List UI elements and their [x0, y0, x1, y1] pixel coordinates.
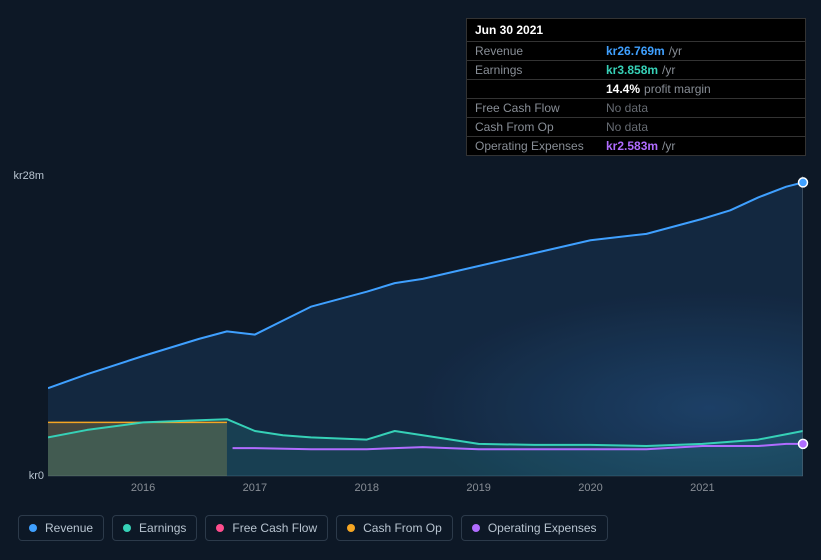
- y-tick-label: kr28m: [13, 170, 44, 182]
- legend-item-label: Free Cash Flow: [232, 521, 317, 535]
- x-tick-label: 2017: [243, 482, 267, 494]
- legend-item-label: Operating Expenses: [488, 521, 597, 535]
- legend-item-label: Earnings: [139, 521, 186, 535]
- legend-swatch-icon: [29, 524, 37, 532]
- tooltip-row: Operating Expenseskr2.583m/yr: [467, 137, 805, 155]
- x-tick-label: 2016: [131, 482, 155, 494]
- tooltip-row-label: Cash From Op: [467, 118, 598, 136]
- tooltip-row-value: No data: [598, 99, 656, 117]
- tooltip-row-label: Earnings: [467, 61, 598, 79]
- legend-item-label: Cash From Op: [363, 521, 442, 535]
- tooltip-date: Jun 30 2021: [467, 19, 805, 42]
- tooltip-subrow: 14.4%profit margin: [467, 80, 805, 99]
- tooltip-row: Earningskr3.858m/yr: [467, 61, 805, 80]
- x-tick-label: 2019: [466, 482, 490, 494]
- legend-item[interactable]: Revenue: [18, 515, 104, 541]
- tooltip-row-value: kr2.583m/yr: [598, 137, 683, 155]
- legend-item[interactable]: Cash From Op: [336, 515, 453, 541]
- y-tick-label: kr0: [29, 470, 44, 482]
- tooltip-row: Revenuekr26.769m/yr: [467, 42, 805, 61]
- legend-swatch-icon: [123, 524, 131, 532]
- x-tick-label: 2020: [578, 482, 602, 494]
- tooltip-row-value: kr26.769m/yr: [598, 42, 690, 60]
- tooltip-row-label: Free Cash Flow: [467, 99, 598, 117]
- tooltip-row-value: kr3.858m/yr: [598, 61, 683, 79]
- legend-swatch-icon: [216, 524, 224, 532]
- tooltip-row-label: Operating Expenses: [467, 137, 598, 155]
- end-marker-icon: [799, 439, 808, 448]
- x-tick-label: 2018: [355, 482, 379, 494]
- tooltip-row: Cash From OpNo data: [467, 118, 805, 137]
- legend-swatch-icon: [472, 524, 480, 532]
- legend-item[interactable]: Free Cash Flow: [205, 515, 328, 541]
- legend: Revenue Earnings Free Cash Flow Cash From O…: [18, 515, 608, 541]
- hover-tooltip: Jun 30 2021 Revenuekr26.769m/yrEarningsk…: [466, 18, 806, 156]
- end-marker-icon: [799, 178, 808, 187]
- tooltip-row-label: Revenue: [467, 42, 598, 60]
- legend-swatch-icon: [347, 524, 355, 532]
- legend-item-label: Revenue: [45, 521, 93, 535]
- tooltip-row: Free Cash FlowNo data: [467, 99, 805, 118]
- legend-item[interactable]: Earnings: [112, 515, 197, 541]
- x-tick-label: 2021: [690, 482, 714, 494]
- tooltip-row-value: No data: [598, 118, 656, 136]
- legend-item[interactable]: Operating Expenses: [461, 515, 608, 541]
